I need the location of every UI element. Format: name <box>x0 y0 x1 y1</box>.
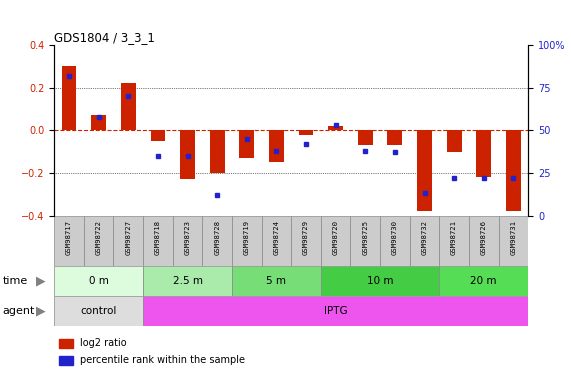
Bar <box>299 130 313 135</box>
Bar <box>54 216 84 266</box>
Text: GSM98730: GSM98730 <box>392 220 398 255</box>
Bar <box>410 216 439 266</box>
Text: 5 m: 5 m <box>267 276 287 286</box>
Bar <box>476 130 491 177</box>
Text: GSM98718: GSM98718 <box>155 220 161 255</box>
Text: GSM98726: GSM98726 <box>481 220 486 255</box>
Text: time: time <box>3 276 28 286</box>
Bar <box>62 66 77 130</box>
Text: ▶: ▶ <box>36 305 46 318</box>
Bar <box>380 216 410 266</box>
Bar <box>417 130 432 212</box>
Text: 20 m: 20 m <box>471 276 497 286</box>
Text: 0 m: 0 m <box>89 276 108 286</box>
Bar <box>210 130 224 173</box>
Bar <box>239 130 254 158</box>
Bar <box>59 356 73 364</box>
Text: GSM98721: GSM98721 <box>451 220 457 255</box>
Bar <box>143 296 528 326</box>
Text: GSM98732: GSM98732 <box>421 220 428 255</box>
Bar <box>447 130 461 152</box>
Bar <box>262 216 291 266</box>
Text: GSM98729: GSM98729 <box>303 220 309 255</box>
Bar <box>173 216 202 266</box>
Text: control: control <box>81 306 117 316</box>
Bar <box>202 216 232 266</box>
Bar <box>291 216 321 266</box>
Bar <box>269 130 284 162</box>
Bar <box>439 266 528 296</box>
Bar <box>143 266 232 296</box>
Bar <box>232 266 321 296</box>
Bar <box>388 130 403 145</box>
Text: GSM98720: GSM98720 <box>333 220 339 255</box>
Bar <box>180 130 195 179</box>
Text: GSM98727: GSM98727 <box>125 220 131 255</box>
Bar <box>84 216 114 266</box>
Bar <box>59 339 73 348</box>
Bar <box>143 216 173 266</box>
Text: 10 m: 10 m <box>367 276 393 286</box>
Bar <box>151 130 166 141</box>
Text: GSM98719: GSM98719 <box>244 220 250 255</box>
Text: GDS1804 / 3_3_1: GDS1804 / 3_3_1 <box>54 31 155 44</box>
Text: GSM98724: GSM98724 <box>274 220 279 255</box>
Bar <box>321 266 439 296</box>
Text: GSM98717: GSM98717 <box>66 220 72 255</box>
Bar <box>91 116 106 130</box>
Text: IPTG: IPTG <box>324 306 347 316</box>
Text: log2 ratio: log2 ratio <box>81 338 127 348</box>
Bar <box>121 83 136 130</box>
Text: GSM98731: GSM98731 <box>510 220 516 255</box>
Bar <box>232 216 262 266</box>
Text: GSM98723: GSM98723 <box>184 220 191 255</box>
Bar <box>469 216 498 266</box>
Bar <box>328 126 343 130</box>
Bar <box>114 216 143 266</box>
Bar <box>506 130 521 212</box>
Text: GSM98725: GSM98725 <box>362 220 368 255</box>
Bar <box>54 296 143 326</box>
Bar <box>498 216 528 266</box>
Text: GSM98728: GSM98728 <box>214 220 220 255</box>
Text: GSM98722: GSM98722 <box>96 220 102 255</box>
Bar <box>54 266 143 296</box>
Text: ▶: ▶ <box>36 275 46 288</box>
Bar <box>351 216 380 266</box>
Bar <box>321 216 351 266</box>
Bar <box>358 130 373 145</box>
Text: agent: agent <box>3 306 35 316</box>
Text: percentile rank within the sample: percentile rank within the sample <box>81 355 246 365</box>
Text: 2.5 m: 2.5 m <box>172 276 203 286</box>
Bar <box>439 216 469 266</box>
